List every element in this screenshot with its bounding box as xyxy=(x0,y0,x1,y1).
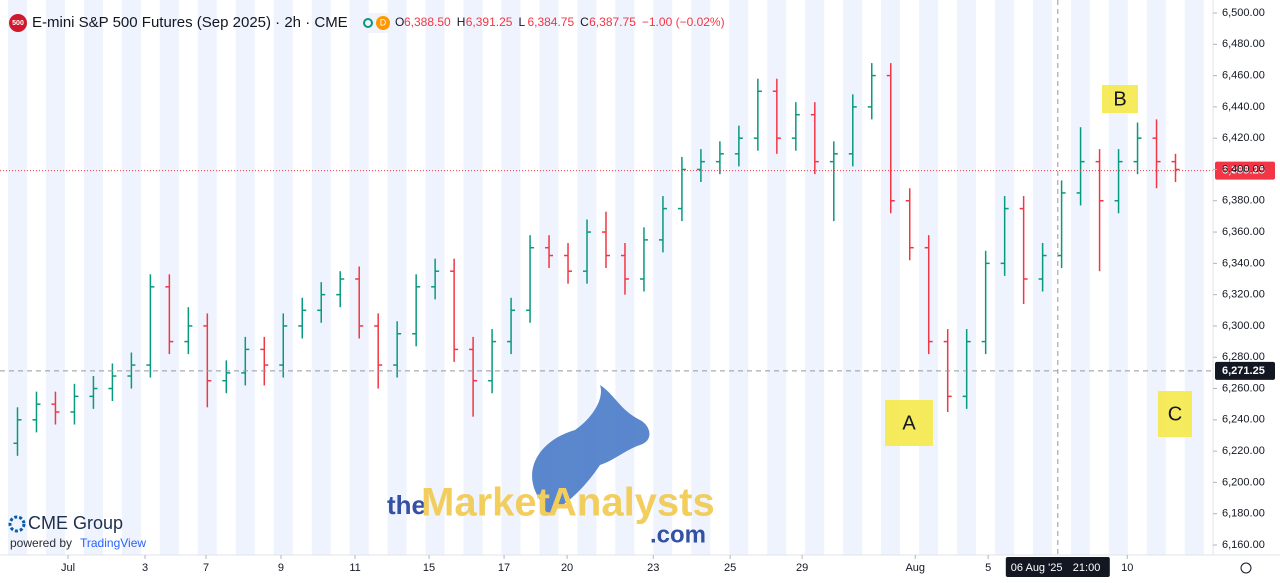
x-tick-label: 7 xyxy=(203,562,209,574)
annotation-label: C xyxy=(1168,403,1182,425)
x-tick-label: 17 xyxy=(498,562,510,574)
annotation-box xyxy=(885,400,933,446)
y-tick-label: 6,340.00 xyxy=(1222,257,1265,269)
crosshair-price-tag xyxy=(1215,361,1275,380)
x-tick-label: 10 xyxy=(1121,562,1133,574)
x-tick-label: 29 xyxy=(796,562,808,574)
legend-value: 6,387.75 xyxy=(589,15,636,29)
y-tick-label: 6,220.00 xyxy=(1222,445,1265,457)
legend-key: H xyxy=(457,15,466,29)
interval-badge: D xyxy=(380,17,387,27)
y-tick-label: 6,180.00 xyxy=(1222,508,1265,520)
status-dot xyxy=(363,18,373,28)
y-tick-label: 6,380.00 xyxy=(1222,195,1265,207)
watermark-prefix: the xyxy=(387,490,426,520)
y-tick-label: 6,440.00 xyxy=(1222,101,1265,113)
cme-icon xyxy=(8,515,26,533)
platform[interactable]: TradingView xyxy=(80,536,146,550)
crosshair-price-label: 6,271.25 xyxy=(1222,365,1265,377)
y-tick-label: 6,360.00 xyxy=(1222,226,1265,238)
y-tick-label: 6,260.00 xyxy=(1222,382,1265,394)
y-tick-label: 6,480.00 xyxy=(1222,38,1265,50)
bull-logo xyxy=(532,385,650,515)
crosshair-date-label: 06 Aug '25 xyxy=(1011,562,1063,574)
legend-key: C xyxy=(580,15,589,29)
y-tick-label: 6,400.00 xyxy=(1222,163,1265,175)
annotation-box xyxy=(1158,391,1192,437)
x-tick-label: 3 xyxy=(142,562,148,574)
y-tick-label: 6,300.00 xyxy=(1222,320,1265,332)
x-tick-label: 23 xyxy=(647,562,659,574)
ohlc-legend: O 6,388.50 H 6,391.25 L 6,384.75 C 6,387.75 xyxy=(395,15,636,29)
y-tick-label: 6,160.00 xyxy=(1222,539,1265,551)
y-tick-label: 6,460.00 xyxy=(1222,69,1265,81)
symbol-icon xyxy=(9,14,27,32)
y-tick-label: 6,200.00 xyxy=(1222,476,1265,488)
x-tick-label: Aug xyxy=(905,562,925,574)
x-tick-label: 11 xyxy=(349,562,360,574)
session-background xyxy=(0,0,1213,555)
watermark-suffix: .com xyxy=(650,521,706,548)
x-tick-label: 20 xyxy=(561,562,573,574)
annotation-label: A xyxy=(902,412,916,434)
crosshair-time-tag xyxy=(1005,557,1110,577)
legend-key: O xyxy=(395,15,404,29)
x-tick-label: 25 xyxy=(724,562,736,574)
chart-title: E-mini S&P 500 Futures (Sep 2025) · 2h ·… xyxy=(32,14,348,31)
watermark-word2: Analysts xyxy=(548,481,715,525)
last-price-label: 6,399.25 xyxy=(1222,165,1265,177)
symbol-badge: 500 xyxy=(12,20,24,27)
y-tick-label: 6,420.00 xyxy=(1222,132,1265,144)
annotation-box xyxy=(1102,85,1138,113)
y-tick-label: 6,320.00 xyxy=(1222,289,1265,301)
brand-name: CME Group xyxy=(28,513,123,533)
bars xyxy=(13,63,1180,456)
x-tick-label: 15 xyxy=(423,562,435,574)
last-price-tag xyxy=(1215,161,1275,180)
settings-icon[interactable] xyxy=(1240,562,1252,574)
watermark-word1: Market xyxy=(421,481,550,525)
annotation-label: B xyxy=(1113,88,1126,110)
y-tick-label: 6,280.00 xyxy=(1222,351,1265,363)
legend-value: 6,391.25 xyxy=(466,15,513,29)
x-tick-label: 5 xyxy=(985,562,991,574)
x-tick-label: 9 xyxy=(278,562,284,574)
x-tick-label: Jul xyxy=(61,562,75,574)
legend-value: 6,384.75 xyxy=(527,15,574,29)
legend-key: L xyxy=(518,15,525,29)
legend-value: 6,388.50 xyxy=(404,15,451,29)
change: −1.00 (−0.02%) xyxy=(642,15,725,29)
watermark: the Market Analysts .com xyxy=(387,385,715,548)
y-tick-label: 6,240.00 xyxy=(1222,414,1265,426)
powered-by: powered by xyxy=(10,536,72,550)
crosshair-time-label: 21:00 xyxy=(1073,562,1101,574)
interval-dot xyxy=(376,16,390,30)
y-tick-label: 6,500.00 xyxy=(1222,7,1265,19)
